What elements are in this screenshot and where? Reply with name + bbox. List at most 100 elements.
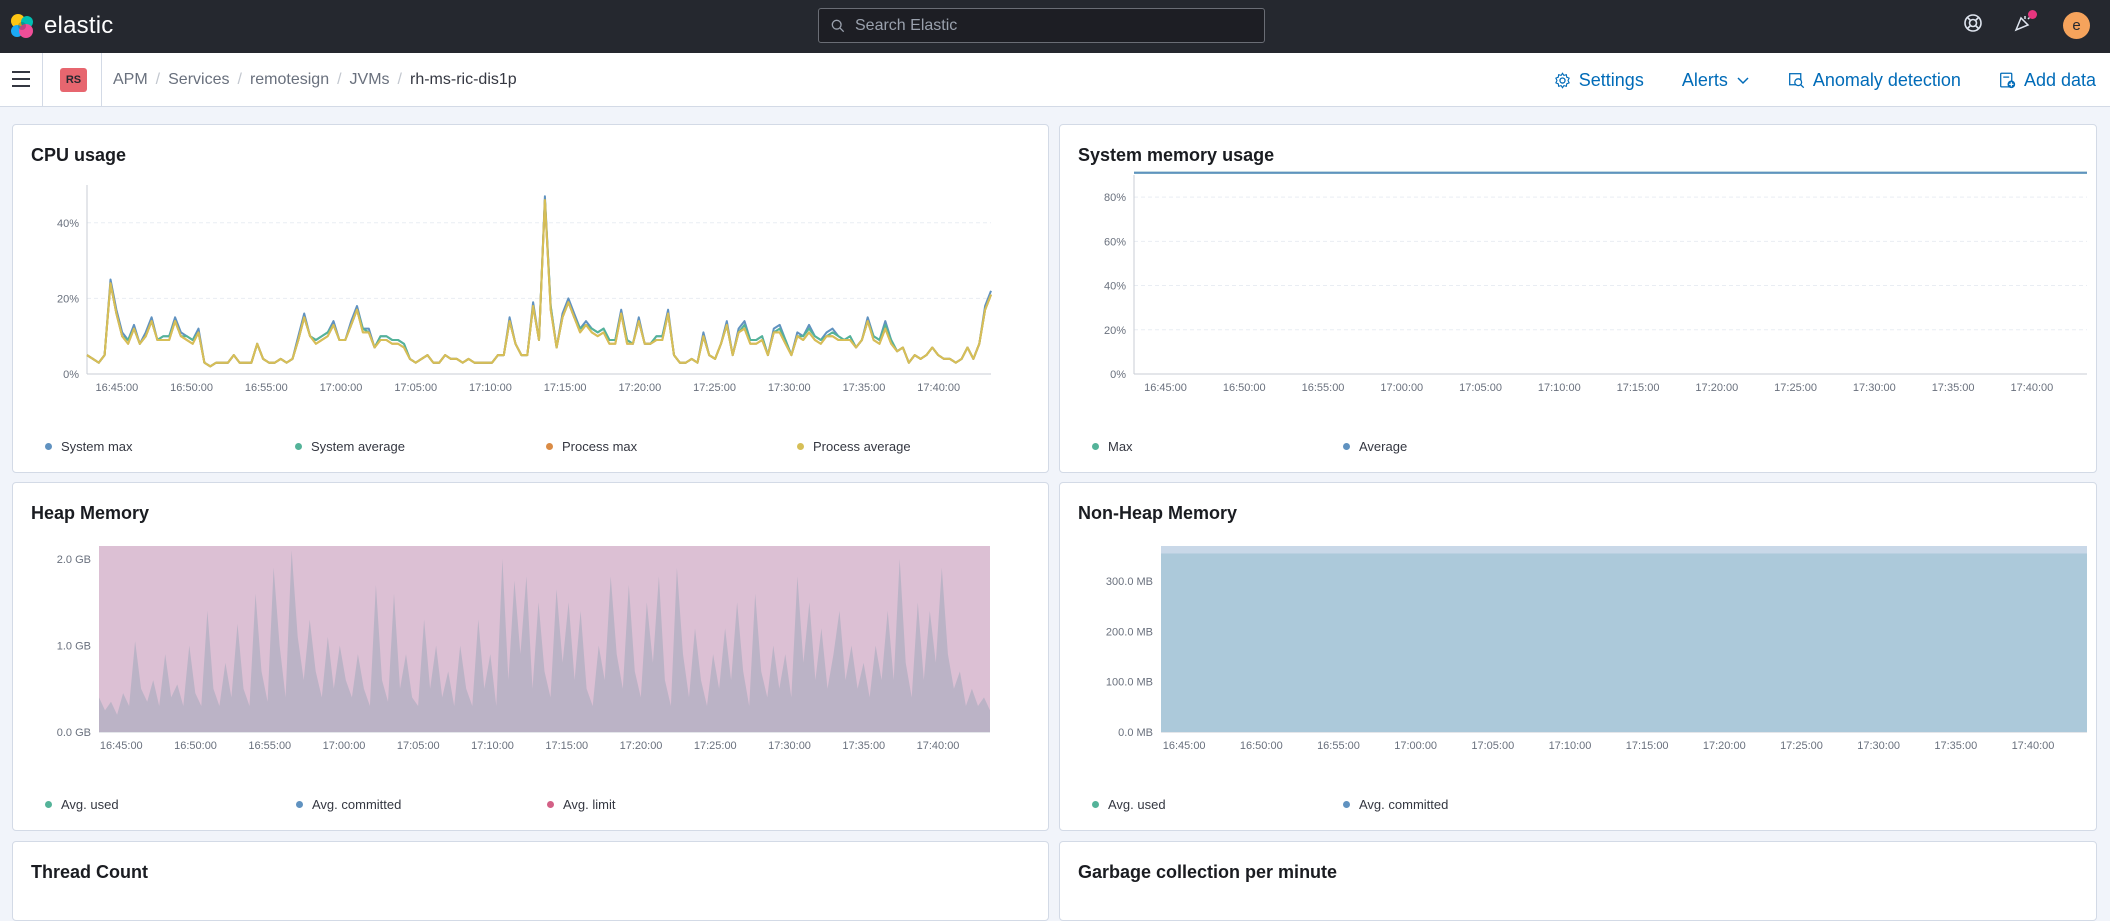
system-memory-chart[interactable]: 0% 20% 40% 60% 80% 16:45:00 16:50:00 16:55:00 17… [1060, 125, 2098, 415]
legend-item-system-max[interactable]: System max [45, 439, 295, 454]
y-tick-label: 0.0 GB [57, 727, 91, 739]
x-tick-label: 17:05:00 [394, 382, 437, 394]
series-line [86, 199, 992, 368]
x-tick-label: 17:35:00 [843, 382, 886, 394]
x-tick-label: 17:35:00 [842, 740, 885, 752]
series-area [1161, 553, 2087, 732]
breadcrumb-apm[interactable]: APM [113, 71, 148, 88]
legend-item-max[interactable]: Max [1092, 439, 1343, 454]
legend-item-avg-used[interactable]: Avg. used [1092, 797, 1343, 812]
legend-label: Avg. committed [312, 797, 402, 812]
legend-label: Process average [813, 439, 911, 454]
legend-dot [1343, 801, 1350, 808]
x-tick-label: 16:50:00 [170, 382, 213, 394]
x-tick-label: 17:40:00 [917, 740, 960, 752]
x-tick-label: 16:50:00 [174, 740, 217, 752]
x-tick-label: 16:50:00 [1240, 740, 1283, 752]
menu-icon[interactable] [12, 71, 30, 92]
global-search[interactable] [818, 8, 1265, 43]
x-tick-label: 17:35:00 [1934, 740, 1977, 752]
legend-label: Avg. committed [1359, 797, 1449, 812]
gear-icon [1554, 71, 1570, 89]
alerts-button[interactable]: Alerts [1682, 70, 1750, 91]
x-tick-label: 17:10:00 [469, 382, 512, 394]
legend-item-process-max[interactable]: Process max [546, 439, 797, 454]
search-input[interactable] [855, 16, 1255, 35]
y-tick-label: 40% [57, 218, 79, 230]
search-icon [831, 19, 845, 32]
divider [101, 53, 102, 107]
legend-dot [797, 443, 804, 450]
chart-legend: System max System average Process max Pr… [45, 439, 911, 454]
user-avatar[interactable]: e [2063, 12, 2090, 39]
legend-label: System max [61, 439, 133, 454]
breadcrumb-service[interactable]: remotesign [249, 71, 330, 88]
x-tick-label: 17:10:00 [471, 740, 514, 752]
legend-dot [547, 801, 554, 808]
legend-item-average[interactable]: Average [1343, 439, 1407, 454]
elastic-logo[interactable]: elastic [8, 12, 113, 40]
legend-item-avg-committed[interactable]: Avg. committed [1343, 797, 1448, 812]
y-tick-label: 200.0 MB [1106, 626, 1153, 638]
legend-label: Avg. limit [563, 797, 616, 812]
legend-item-avg-used[interactable]: Avg. used [45, 797, 296, 812]
settings-button[interactable]: Settings [1554, 70, 1644, 91]
settings-label: Settings [1578, 69, 1644, 90]
x-tick-label: 16:55:00 [1317, 740, 1360, 752]
breadcrumb-jvms[interactable]: JVMs [349, 71, 390, 88]
newsfeed-icon[interactable] [2013, 10, 2037, 38]
x-tick-label: 16:45:00 [1144, 382, 1187, 394]
legend-label: Max [1108, 439, 1133, 454]
legend-item-system-average[interactable]: System average [295, 439, 546, 454]
panel-title: Non-Heap Memory [1078, 503, 1238, 523]
x-tick-label: 17:40:00 [2010, 382, 2053, 394]
legend-label: Average [1359, 439, 1408, 454]
x-tick-label: 16:45:00 [1163, 740, 1206, 752]
x-tick-label: 17:40:00 [2012, 740, 2055, 752]
x-tick-label: 17:20:00 [618, 382, 661, 394]
y-tick-label: 80% [1104, 192, 1126, 204]
x-tick-label: 17:00:00 [1394, 740, 1437, 752]
x-tick-label: 17:15:00 [1626, 740, 1669, 752]
series-area [99, 546, 990, 732]
x-tick-label: 17:40:00 [917, 382, 960, 394]
breadcrumb: APM / Services / remotesign / JVMs / rh-ms-r… [113, 71, 517, 88]
help-icon[interactable] [1963, 13, 1983, 38]
legend-dot [295, 443, 302, 450]
legend-dot [1092, 443, 1099, 450]
heap-memory-chart[interactable]: 0.0 GB 1.0 GB 2.0 GB 16:45:00 16:50:00 16:55:… [13, 483, 1050, 773]
x-tick-label: 17:25:00 [1774, 382, 1817, 394]
thread-count-panel: Thread Count [12, 841, 1049, 921]
cpu-usage-chart[interactable]: 0% 20% 40% 16:45:00 16:50:00 16:55:00 17:00:00… [13, 125, 1050, 415]
y-tick-label: 100.0 MB [1106, 677, 1153, 689]
legend-item-avg-limit[interactable]: Avg. limit [547, 797, 616, 812]
y-tick-label: 20% [1104, 325, 1126, 337]
anomaly-detection-button[interactable]: Anomaly detection [1788, 70, 1961, 91]
y-tick-label: 1.0 GB [57, 640, 91, 652]
legend-label: System average [311, 439, 405, 454]
cpu-usage-panel: CPU usage 0% 20% 40% 16:45:00 16:50:00 16:55:… [12, 124, 1049, 473]
x-tick-label: 17:25:00 [693, 382, 736, 394]
legend-item-avg-committed[interactable]: Avg. committed [296, 797, 547, 812]
panel-title: System memory usage [1078, 145, 1275, 165]
anomaly-label: Anomaly detection [1812, 69, 1961, 90]
non-heap-memory-chart[interactable]: 0.0 MB 100.0 MB 200.0 MB 300.0 MB 16:45:00 16… [1060, 483, 2098, 773]
x-tick-label: 17:05:00 [397, 740, 440, 752]
add-data-icon [2000, 72, 2016, 88]
space-avatar[interactable]: RS [60, 68, 87, 92]
y-tick-label: 40% [1104, 281, 1126, 293]
add-data-button[interactable]: Add data [1999, 70, 2096, 91]
breadcrumb-services[interactable]: Services [168, 71, 230, 88]
legend-item-process-average[interactable]: Process average [797, 439, 911, 454]
panel-title: Heap Memory [31, 503, 150, 523]
chart-legend: Avg. used Avg. committed [1092, 797, 1448, 812]
system-memory-panel: System memory usage 0% 20% 40% 60% 80% 16:45:… [1059, 124, 2097, 473]
x-tick-label: 17:05:00 [1459, 382, 1502, 394]
breadcrumb-current: rh-ms-ric-dis1p [410, 71, 517, 88]
x-tick-label: 16:55:00 [248, 740, 291, 752]
panel-title: Thread Count [31, 862, 148, 882]
x-tick-label: 17:15:00 [1617, 382, 1660, 394]
x-tick-label: 17:25:00 [1780, 740, 1823, 752]
non-heap-memory-panel: Non-Heap Memory 0.0 MB 100.0 MB 200.0 MB 30… [1059, 482, 2097, 831]
y-tick-label: 0% [63, 369, 79, 381]
